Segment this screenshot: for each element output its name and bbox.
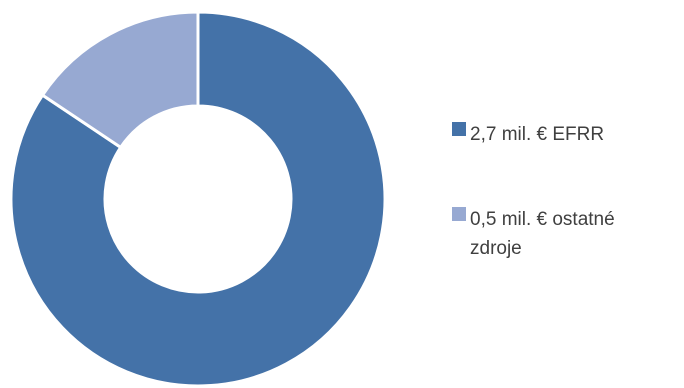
chart-legend: 2,7 mil. € EFRR 0,5 mil. € ostatné zdroje [452, 122, 615, 259]
legend-label-line: 2,7 mil. € EFRR [470, 124, 604, 145]
legend-swatch-1 [452, 122, 466, 136]
legend-label-line: zdroje [470, 238, 522, 259]
donut-slices [9, 10, 387, 388]
legend-item-2: 0,5 mil. € ostatné zdroje [452, 207, 615, 259]
legend-swatch-2 [452, 207, 466, 221]
legend-label-line: 0,5 mil. € ostatné [470, 209, 615, 230]
donut-slice-2 [41, 10, 200, 149]
legend-item-1: 2,7 mil. € EFRR [452, 122, 604, 145]
legend-label-2: 0,5 mil. € ostatné zdroje [470, 209, 615, 259]
legend-label-1: 2,7 mil. € EFRR [470, 124, 604, 145]
donut-slice-1 [9, 10, 387, 388]
